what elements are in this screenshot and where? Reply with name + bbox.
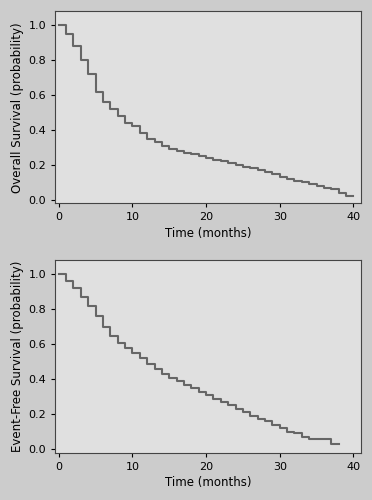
X-axis label: Time (months): Time (months) bbox=[165, 476, 251, 489]
Y-axis label: Event-Free Survival (probability): Event-Free Survival (probability) bbox=[11, 261, 24, 452]
X-axis label: Time (months): Time (months) bbox=[165, 226, 251, 239]
Y-axis label: Overall Survival (probability): Overall Survival (probability) bbox=[11, 22, 24, 192]
